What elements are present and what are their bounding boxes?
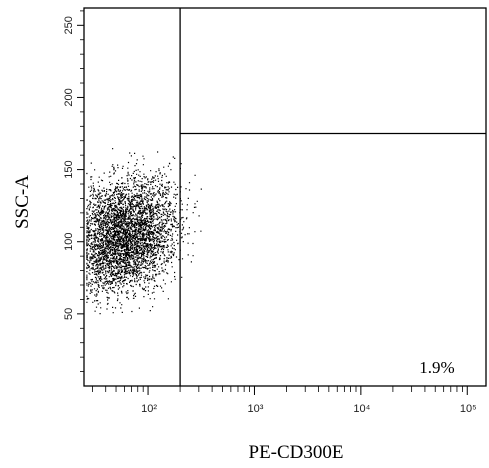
x-tick-label-1000: 10³	[248, 403, 264, 415]
y-axis-title: SSC-A	[12, 175, 33, 229]
y-tick-label-200: 200	[63, 88, 75, 106]
x-tick-label-100: 10²	[141, 403, 157, 415]
quadrant-gates	[179, 8, 486, 386]
gate-percentage-label: 1.9%	[419, 358, 454, 377]
event-points	[86, 148, 202, 315]
x-tick-label-100000: 10⁵	[460, 403, 477, 415]
event-dots	[86, 148, 202, 315]
axes: 50 100 150 200 250 10² 10³ 10⁴ 10⁵	[63, 10, 477, 415]
y-tick-label-150: 150	[63, 160, 75, 178]
y-tick-label-50: 50	[63, 308, 75, 320]
y-tick-label-100: 100	[63, 233, 75, 251]
x-tick-label-10000: 10⁴	[353, 403, 370, 415]
y-tick-label-250: 250	[63, 16, 75, 34]
x-axis-title: PE-CD300E	[249, 442, 344, 463]
